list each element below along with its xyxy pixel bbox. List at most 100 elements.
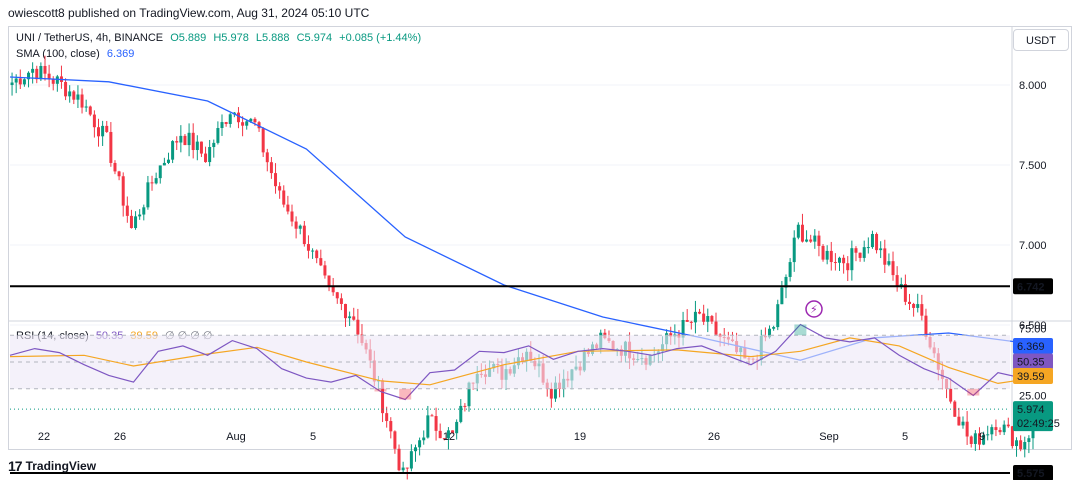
open-value: O5.889 (170, 32, 207, 44)
candle-body (1019, 440, 1023, 450)
price-legend: UNI / TetherUS, 4h, BINANCE O5.889 H5.97… (16, 32, 425, 44)
candle-body (274, 173, 278, 187)
candle-body (912, 303, 916, 308)
candle-body (903, 283, 907, 302)
symbol-label: UNI / TetherUS, 4h, BINANCE (16, 32, 164, 44)
high-value: H5.978 (213, 32, 249, 44)
candle-body (282, 190, 286, 205)
candle-body (689, 321, 693, 323)
candle-body (171, 141, 175, 160)
rsi-oversold-fill (967, 388, 980, 396)
candle-body (768, 328, 772, 338)
candle-body (265, 152, 269, 163)
candle-body (257, 122, 261, 129)
candle-body (175, 141, 179, 143)
candle-body (31, 68, 35, 73)
candle-body (105, 125, 109, 132)
candle-body (191, 132, 195, 151)
candle-body (825, 250, 829, 260)
candle-body (977, 433, 981, 445)
rsi-overbought-fill (794, 324, 807, 336)
candle-body (788, 262, 792, 277)
candle-body (669, 333, 673, 337)
x-axis-tick-label: 9 (979, 431, 985, 443)
candle-body (51, 79, 55, 84)
candle-body (776, 304, 780, 328)
rsi-axis-tick-label: 75.00 (1019, 324, 1047, 336)
x-axis-tick-label: 19 (574, 431, 586, 443)
candle-body (335, 292, 339, 299)
rsi-line (9, 323, 1048, 401)
candle-body (27, 72, 31, 80)
candle-body (920, 304, 924, 316)
candle-body (1023, 442, 1027, 450)
candle-body (352, 316, 356, 320)
candle-body (446, 430, 450, 439)
candle-body (269, 162, 273, 174)
candle-body (187, 132, 191, 146)
sma-legend[interactable]: SMA (100, close) 6.369 (16, 48, 138, 60)
candle-body (990, 427, 994, 435)
rsi-ma-label: 39.59 (1017, 371, 1045, 383)
candle-body (838, 257, 842, 263)
candle-body (125, 205, 129, 216)
price-axis-tick-label: 6.500 (1019, 320, 1047, 332)
candle-body (43, 65, 47, 74)
candle-body (236, 112, 240, 123)
candle-body (278, 186, 282, 191)
candle-body (870, 233, 874, 248)
candle-body (39, 65, 43, 80)
candle-body (179, 135, 183, 143)
candle-body (385, 413, 389, 422)
candle-body (438, 430, 442, 439)
candle-body (413, 447, 417, 452)
candle-body (1015, 440, 1019, 447)
candle-body (553, 382, 557, 399)
candle-body (821, 245, 825, 260)
lightning-icon (805, 300, 823, 318)
currency-button[interactable]: USDT (1013, 29, 1069, 51)
candle-body (224, 122, 228, 124)
price-axis-tick-label: 8.000 (1019, 80, 1047, 92)
candle-body (549, 388, 553, 399)
candle-body (290, 211, 294, 222)
candle-body (463, 405, 467, 407)
candle-body (698, 311, 702, 314)
candle-body (286, 204, 290, 212)
candle-body (866, 247, 870, 249)
candle-body (924, 315, 928, 337)
candle-body (430, 415, 434, 417)
candle-body (208, 147, 212, 163)
candle-body (294, 221, 298, 229)
candle-body (88, 106, 92, 115)
candle-body (381, 380, 385, 414)
candle-body (434, 416, 438, 431)
x-axis-tick-label: 5 (902, 431, 908, 443)
candle-body (969, 436, 973, 444)
candle-body (780, 287, 784, 305)
candle-body (1010, 426, 1014, 447)
candle-body (150, 182, 154, 184)
candle-body (858, 252, 862, 258)
rsi-ma-line (9, 337, 1048, 386)
level-label: 5.575 (1017, 468, 1045, 480)
x-axis-tick-label: 12 (443, 431, 455, 443)
candle-body (228, 114, 232, 124)
candle-body (249, 118, 253, 122)
candle-body (97, 127, 101, 137)
candle-body (14, 78, 18, 83)
candle-body (339, 298, 343, 304)
sma-value: 6.369 (106, 48, 135, 60)
candle-body (846, 263, 850, 271)
countdown-label: 02:49:25 (1017, 418, 1060, 430)
candle-body (146, 182, 150, 208)
candle-body (800, 224, 804, 242)
candle-body (854, 248, 858, 253)
candle-body (681, 320, 685, 338)
candle-body (879, 248, 883, 251)
publisher-line: owiescott8 published on TradingView.com,… (8, 6, 370, 20)
rsi-value-label-bg (1013, 353, 1053, 370)
candle-body (467, 382, 471, 407)
candle-body (685, 320, 689, 322)
